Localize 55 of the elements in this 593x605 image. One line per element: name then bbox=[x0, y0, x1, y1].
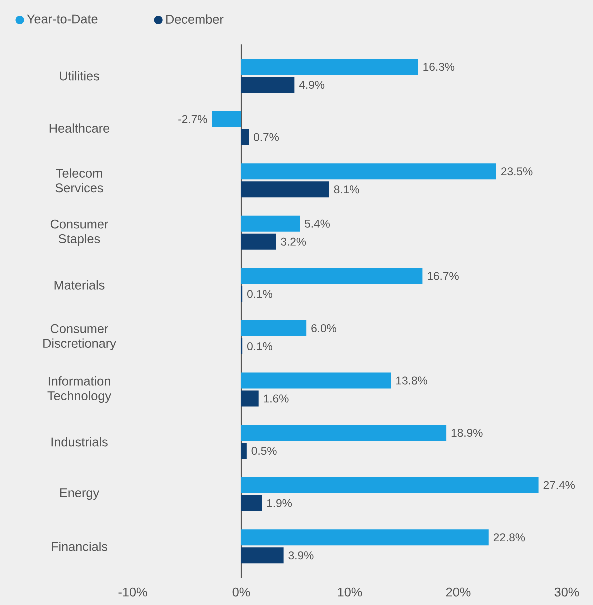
y-tick-label: Consumer Staples bbox=[50, 220, 108, 246]
bar bbox=[242, 425, 447, 442]
data-label: 0.5% bbox=[252, 447, 277, 456]
bar bbox=[212, 111, 242, 128]
data-label: 0.1% bbox=[248, 342, 273, 350]
data-label: 4.9% bbox=[299, 81, 325, 90]
data-label: 1.9% bbox=[267, 499, 292, 508]
bar bbox=[242, 390, 259, 407]
y-tick-label: Energy bbox=[60, 488, 100, 500]
y-tick-label: Materials bbox=[54, 280, 105, 290]
bar bbox=[242, 164, 496, 180]
y-tick-label: Industrials bbox=[52, 437, 108, 447]
bar bbox=[242, 216, 300, 232]
data-label: 6.0% bbox=[312, 324, 337, 332]
legend-label: December bbox=[166, 14, 224, 24]
bar bbox=[242, 59, 418, 76]
x-tick-label: 30% bbox=[554, 588, 580, 597]
data-label: 23.5% bbox=[502, 168, 533, 176]
bar bbox=[242, 530, 489, 546]
data-label: 3.9% bbox=[288, 552, 314, 560]
y-tick-label: Consumer Discretionary bbox=[44, 324, 116, 351]
bar bbox=[242, 443, 247, 460]
data-label: 18.9% bbox=[452, 429, 483, 438]
data-label: 13.8% bbox=[396, 376, 428, 385]
y-tick-label: Telecom Services bbox=[56, 168, 104, 193]
bar bbox=[242, 320, 307, 336]
data-label: -2.7% bbox=[178, 115, 208, 124]
y-tick-label: Healthcare bbox=[50, 124, 110, 133]
bar bbox=[242, 182, 330, 198]
x-tick-label: -10% bbox=[118, 588, 148, 597]
data-label: 16.3% bbox=[424, 63, 455, 72]
data-label: 27.4% bbox=[544, 481, 576, 490]
data-label: 3.2% bbox=[281, 238, 306, 246]
bar bbox=[242, 548, 284, 564]
data-label: 0.1% bbox=[248, 290, 273, 298]
data-label: 1.6% bbox=[264, 394, 289, 403]
bar bbox=[242, 268, 423, 284]
data-label: 8.1% bbox=[334, 186, 360, 194]
x-tick-label: 10% bbox=[338, 588, 362, 597]
y-tick-label: Utilities bbox=[60, 71, 100, 81]
data-label: 5.4% bbox=[305, 220, 330, 228]
bar bbox=[242, 372, 392, 389]
bar bbox=[242, 234, 276, 250]
x-tick-label: 20% bbox=[446, 588, 471, 597]
bar bbox=[242, 77, 295, 94]
x-tick-label: 0% bbox=[232, 588, 250, 597]
data-label: 22.8% bbox=[494, 534, 526, 542]
bar bbox=[242, 495, 262, 512]
y-tick-label: Financials bbox=[52, 542, 108, 552]
bar bbox=[242, 129, 250, 146]
data-label: 16.7% bbox=[428, 272, 459, 280]
legend-label: Year-to-Date bbox=[27, 14, 98, 24]
bar bbox=[242, 477, 539, 494]
y-tick-label: Information Technology bbox=[48, 376, 112, 404]
data-label: 0.7% bbox=[254, 133, 280, 142]
